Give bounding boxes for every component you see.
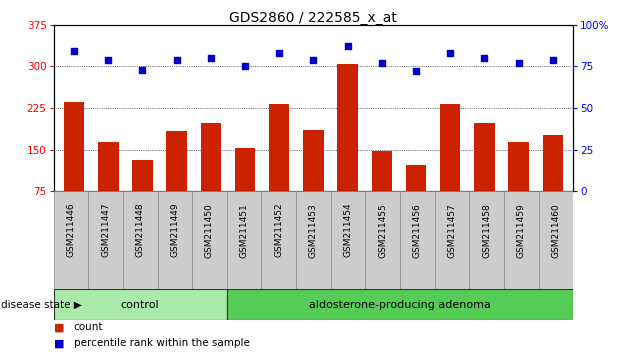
Bar (508, 142, 529, 191)
Point (171, 57, 181, 63)
Point (411, 69, 421, 74)
Point (137, 67, 147, 73)
Bar (227, 289, 573, 320)
Point (206, 55, 216, 61)
Bar (365, 191, 400, 289)
Text: GSM211455: GSM211455 (378, 203, 387, 258)
Point (103, 57, 113, 63)
Text: disease state ▶: disease state ▶ (1, 300, 82, 310)
Text: GSM211452: GSM211452 (274, 203, 284, 257)
Bar (296, 191, 331, 289)
Bar (132, 160, 152, 191)
Text: GSM211448: GSM211448 (135, 203, 145, 257)
Text: GSM211447: GSM211447 (101, 203, 110, 257)
Bar (542, 135, 563, 191)
Point (547, 57, 558, 63)
Text: GSM211451: GSM211451 (239, 203, 249, 258)
Point (309, 57, 318, 63)
Text: GSM211460: GSM211460 (551, 203, 561, 258)
Bar (227, 191, 261, 289)
Bar (331, 191, 365, 289)
Text: count: count (74, 322, 103, 332)
Bar (64, 102, 84, 191)
Point (377, 60, 387, 66)
Bar (303, 130, 324, 191)
Text: percentile rank within the sample: percentile rank within the sample (74, 338, 249, 348)
Text: GSM211449: GSM211449 (170, 203, 180, 257)
Bar (504, 191, 539, 289)
Text: ■: ■ (54, 322, 64, 332)
Text: GSM211450: GSM211450 (205, 203, 214, 258)
Bar (440, 104, 461, 191)
Bar (98, 142, 118, 191)
Bar (474, 124, 495, 191)
Point (274, 50, 284, 56)
Bar (372, 151, 392, 191)
Text: ■: ■ (54, 338, 64, 348)
Point (69, 48, 79, 54)
Bar (469, 191, 504, 289)
Bar (269, 104, 290, 191)
Text: GSM211453: GSM211453 (309, 203, 318, 258)
Point (479, 55, 490, 61)
Bar (123, 191, 158, 289)
Text: GSM211456: GSM211456 (413, 203, 422, 258)
Point (240, 63, 250, 69)
Text: GSM211446: GSM211446 (66, 203, 76, 257)
Text: GSM211454: GSM211454 (343, 203, 353, 257)
Bar (235, 148, 255, 191)
Bar (54, 191, 88, 289)
Text: GSM211459: GSM211459 (517, 203, 526, 258)
Point (343, 44, 353, 49)
Text: GDS2860 / 222585_x_at: GDS2860 / 222585_x_at (229, 11, 398, 25)
Bar (400, 191, 435, 289)
Text: control: control (121, 300, 159, 310)
Text: GSM211457: GSM211457 (447, 203, 457, 258)
Bar (88, 191, 123, 289)
Text: aldosterone-producing adenoma: aldosterone-producing adenoma (309, 300, 491, 310)
Point (445, 50, 455, 56)
Text: GSM211458: GSM211458 (482, 203, 491, 258)
Bar (261, 191, 296, 289)
Bar (158, 191, 192, 289)
Bar (337, 64, 358, 191)
Bar (192, 191, 227, 289)
Bar (539, 191, 573, 289)
Bar (406, 165, 427, 191)
Bar (200, 124, 221, 191)
Point (513, 60, 524, 66)
Bar (435, 191, 469, 289)
Bar (166, 131, 187, 191)
Bar (54, 289, 227, 320)
